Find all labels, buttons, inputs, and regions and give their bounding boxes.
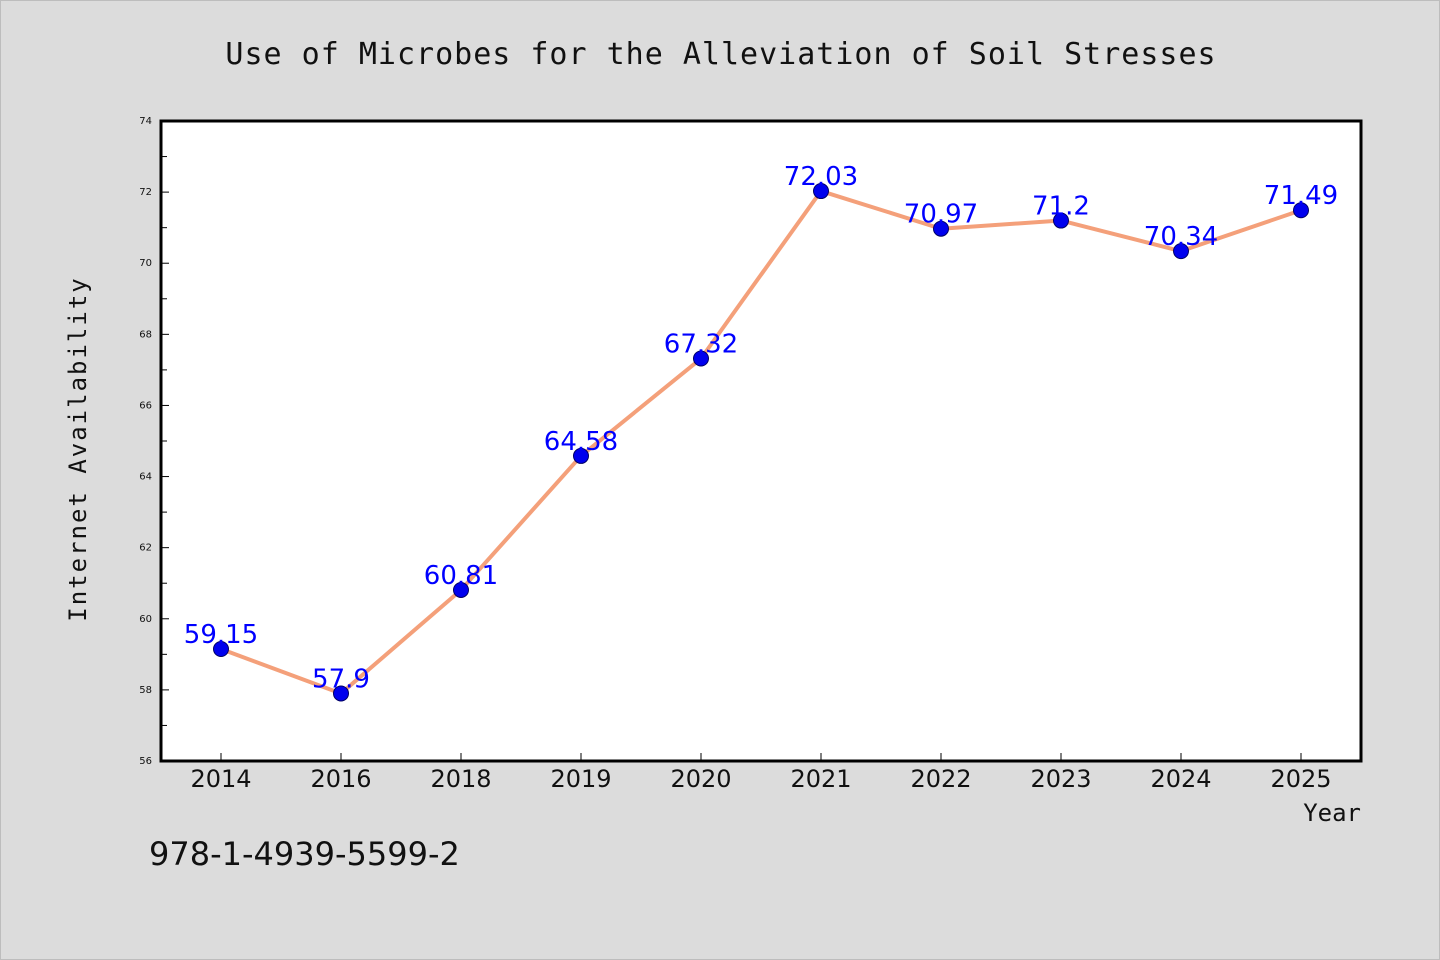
data-point xyxy=(1293,202,1309,219)
x-axis: 2014 2016 2018 2019 2020 2021 2022 2023 2024 2025 xyxy=(190,753,1332,793)
series-layer xyxy=(213,183,1309,702)
x-tick-label: 2020 xyxy=(670,765,731,793)
data-point xyxy=(213,641,229,657)
y-axis-label: Internet Availability xyxy=(64,276,92,621)
y-tick-label: 72 xyxy=(139,187,152,198)
data-label: 57.9 xyxy=(312,664,370,694)
y-tick-label: 70 xyxy=(139,258,152,269)
x-tick-label: 2018 xyxy=(430,765,491,793)
footer-id-text: 978-1-4939-5599-2 xyxy=(149,835,460,873)
data-label: 67.32 xyxy=(664,330,738,360)
series-line xyxy=(220,189,1302,696)
data-label: 70.97 xyxy=(904,200,978,230)
data-label: 64.58 xyxy=(544,427,618,457)
y-tick-label: 58 xyxy=(139,685,152,696)
plot-area xyxy=(159,119,1363,763)
x-tick-label: 2023 xyxy=(1030,765,1091,793)
y-tick-label: 74 xyxy=(139,116,152,127)
y-axis: 56 58 60 62 64 66 68 70 72 74 xyxy=(139,116,169,767)
y-tick-label: 56 xyxy=(139,756,152,767)
x-tick-label: 2019 xyxy=(550,765,611,793)
data-point xyxy=(813,183,829,200)
data-point xyxy=(1053,212,1069,229)
data-point xyxy=(933,220,949,237)
x-tick-label: 2016 xyxy=(310,765,371,793)
x-tick-label: 2014 xyxy=(190,765,251,793)
data-point xyxy=(693,350,709,367)
x-axis-label: Year xyxy=(1303,799,1361,827)
y-tick-label: 68 xyxy=(139,329,152,340)
data-label: 60.81 xyxy=(424,561,498,591)
data-point xyxy=(333,685,349,702)
data-label: 72.03 xyxy=(784,162,858,192)
x-tick-label: 2021 xyxy=(790,765,851,793)
data-label: 71.2 xyxy=(1032,192,1090,222)
data-labels: 59.15 57.9 60.81 64.58 67.32 72.03 70.97 71.2 70… xyxy=(184,162,1338,694)
data-label: 70.34 xyxy=(1144,222,1218,252)
x-tick-label: 2024 xyxy=(1150,765,1211,793)
x-tick-label: 2022 xyxy=(910,765,971,793)
y-tick-label: 62 xyxy=(139,543,152,554)
y-tick-label: 66 xyxy=(139,400,152,411)
y-tick-label: 60 xyxy=(139,614,152,625)
data-label: 71.49 xyxy=(1264,181,1338,211)
y-tick-label: 64 xyxy=(139,472,152,483)
data-point xyxy=(573,447,589,464)
data-label: 59.15 xyxy=(184,620,258,650)
data-point xyxy=(1173,243,1189,260)
chart-title: Use of Microbes for the Alleviation of S… xyxy=(225,37,1216,72)
x-tick-label: 2025 xyxy=(1270,765,1331,793)
data-point xyxy=(453,581,469,598)
